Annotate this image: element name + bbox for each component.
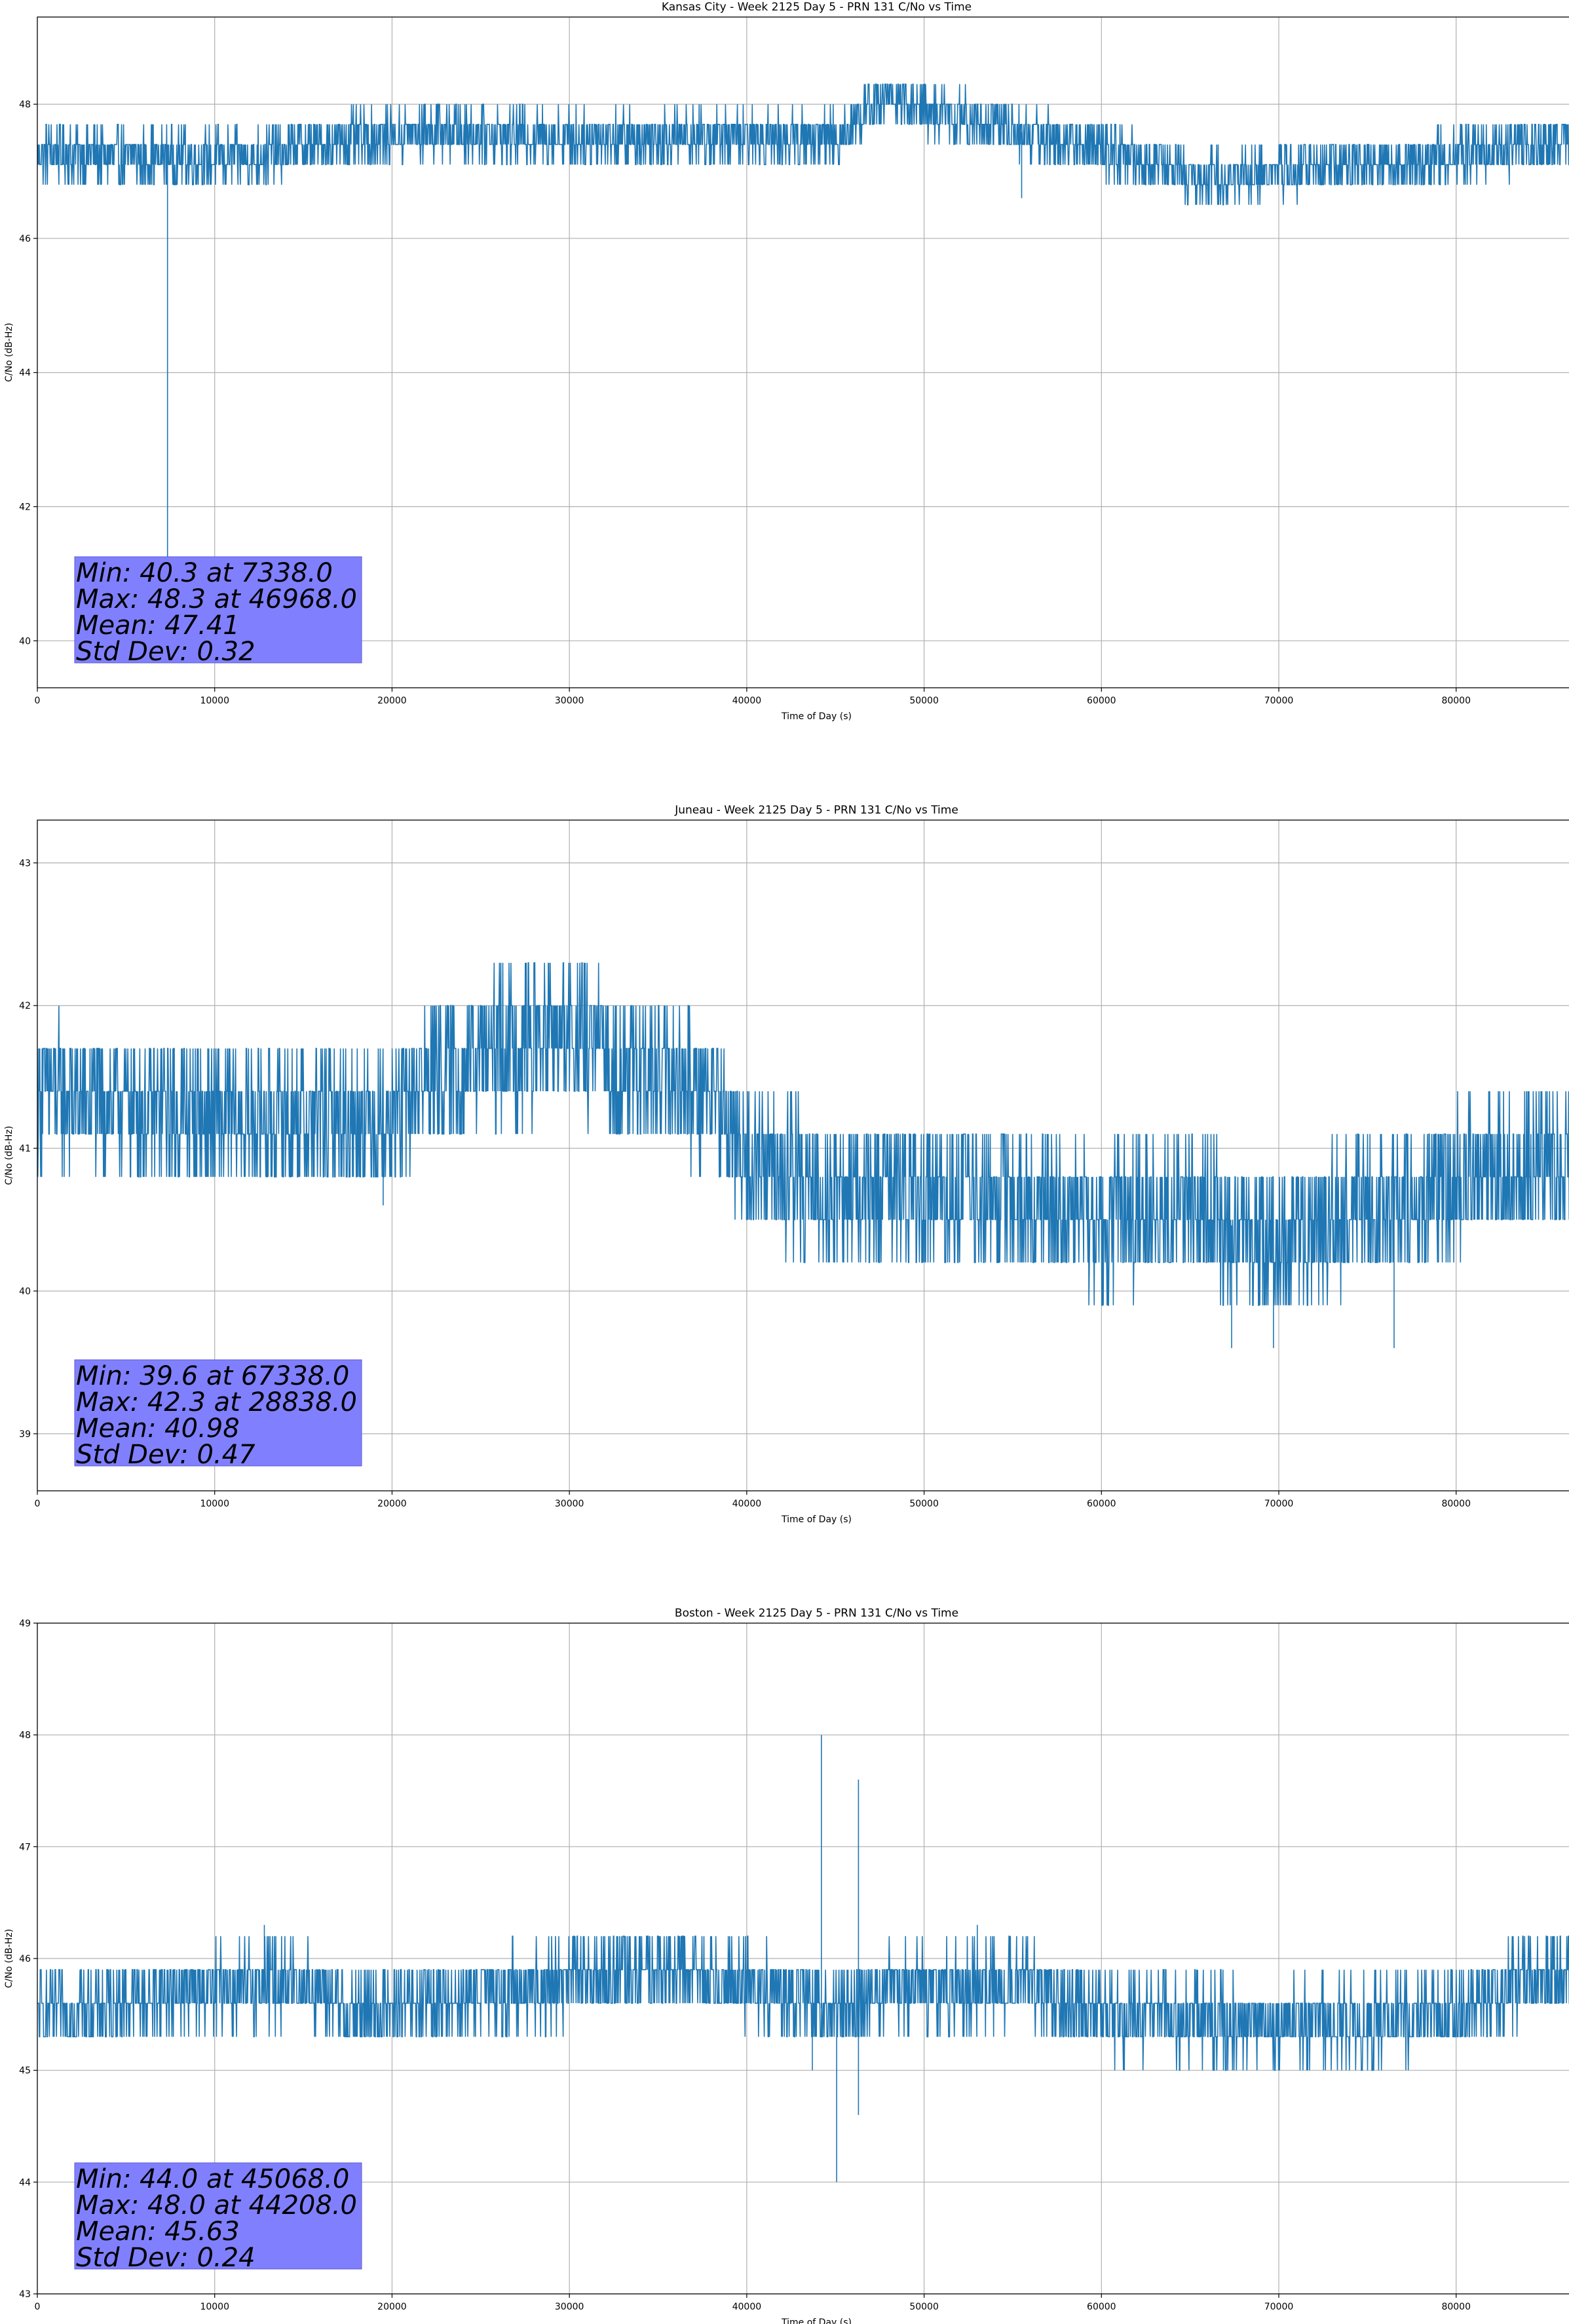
axes-frame (37, 1622, 1569, 2295)
x-tick-label: 40000 (732, 696, 762, 706)
x-tick-label: 0 (35, 2302, 41, 2312)
x-tick-label: 30000 (555, 1499, 584, 1509)
x-tick-label: 50000 (909, 2302, 939, 2312)
stats-mean-text: Mean: 40.98 (76, 1414, 240, 1444)
x-tick-label: 40000 (732, 2302, 762, 2312)
stats-max-text: Max: 48.3 at 46968.0 (76, 584, 357, 614)
y-tick-label: 40 (19, 636, 31, 647)
y-axis-label: C/No (dB-Hz) (4, 1126, 14, 1185)
x-tick-label: 70000 (1264, 2302, 1294, 2312)
stats-max-text: Max: 48.0 at 44208.0 (76, 2190, 357, 2221)
stats-box (74, 1359, 362, 1467)
x-tick-label: 10000 (200, 2302, 229, 2312)
x-tick-label: 80000 (1441, 2302, 1471, 2312)
y-tick-label: 45 (19, 2066, 31, 2076)
chart-panel-2: Juneau - Week 2125 Day 5 - PRN 131 C/No … (4, 804, 1569, 1525)
stats-box (74, 556, 362, 664)
x-tick-label: 10000 (200, 696, 229, 706)
y-tick-label: 43 (19, 2289, 31, 2300)
x-tick-label: 20000 (377, 2302, 407, 2312)
chart-title: Boston - Week 2125 Day 5 - PRN 131 C/No … (675, 1607, 958, 1620)
x-tick-label: 80000 (1441, 1499, 1471, 1509)
y-tick-label: 46 (19, 1954, 31, 1964)
axes-frame (37, 16, 1569, 688)
stats-min-text: Min: 40.3 at 7338.0 (76, 558, 333, 588)
chart-title: Juneau - Week 2125 Day 5 - PRN 131 C/No … (674, 804, 958, 817)
x-tick-label: 70000 (1264, 696, 1294, 706)
x-axis-label: Time of Day (s) (781, 2317, 852, 2324)
x-tick-label: 20000 (377, 1499, 407, 1509)
x-axis-label: Time of Day (s) (781, 1514, 852, 1525)
cno-series-line (37, 962, 1569, 1349)
y-tick-label: 39 (19, 1429, 31, 1440)
x-tick-label: 70000 (1264, 1499, 1294, 1509)
x-tick-label: 10000 (200, 1499, 229, 1509)
stats-max-text: Max: 42.3 at 28838.0 (76, 1387, 357, 1417)
y-axis-label: C/No (dB-Hz) (4, 1929, 14, 1988)
stats-std-text: Std Dev: 0.32 (76, 637, 255, 667)
x-tick-label: 0 (35, 696, 41, 706)
x-tick-label: 0 (35, 1499, 41, 1509)
y-tick-label: 46 (19, 234, 31, 244)
y-tick-label: 48 (19, 1731, 31, 1741)
x-tick-label: 50000 (909, 696, 939, 706)
cno-series-line (37, 83, 1569, 621)
chart-title: Kansas City - Week 2125 Day 5 - PRN 131 … (662, 1, 972, 14)
x-tick-label: 60000 (1087, 696, 1116, 706)
stats-mean-text: Mean: 45.63 (76, 2217, 240, 2247)
cno-series-line (37, 1734, 1569, 2183)
y-axis-label: C/No (dB-Hz) (4, 323, 14, 382)
y-tick-label: 40 (19, 1286, 31, 1297)
y-tick-label: 47 (19, 1842, 31, 1852)
y-tick-label: 42 (19, 1001, 31, 1011)
x-tick-label: 60000 (1087, 1499, 1116, 1509)
stats-box (74, 2162, 362, 2270)
x-tick-label: 50000 (909, 1499, 939, 1509)
x-tick-label: 40000 (732, 1499, 762, 1509)
y-tick-label: 41 (19, 1144, 31, 1154)
x-tick-label: 80000 (1441, 696, 1471, 706)
x-tick-label: 20000 (377, 696, 407, 706)
chart-panel-3: Boston - Week 2125 Day 5 - PRN 131 C/No … (4, 1607, 1569, 2324)
stats-std-text: Std Dev: 0.24 (76, 2243, 255, 2273)
y-tick-label: 44 (19, 2177, 31, 2188)
chart-panel-1: Kansas City - Week 2125 Day 5 - PRN 131 … (4, 1, 1569, 722)
stats-mean-text: Mean: 47.41 (76, 610, 240, 641)
y-tick-label: 48 (19, 100, 31, 110)
y-tick-label: 44 (19, 368, 31, 379)
y-tick-label: 49 (19, 1619, 31, 1629)
x-tick-label: 30000 (555, 696, 584, 706)
axes-frame (37, 819, 1569, 1491)
stats-std-text: Std Dev: 0.47 (76, 1440, 255, 1470)
x-axis-label: Time of Day (s) (781, 711, 852, 722)
x-tick-label: 60000 (1087, 2302, 1116, 2312)
stats-min-text: Min: 39.6 at 67338.0 (76, 1361, 349, 1391)
stats-min-text: Min: 44.0 at 45068.0 (76, 2164, 349, 2194)
x-tick-label: 30000 (555, 2302, 584, 2312)
y-tick-label: 43 (19, 858, 31, 869)
y-tick-label: 42 (19, 502, 31, 513)
